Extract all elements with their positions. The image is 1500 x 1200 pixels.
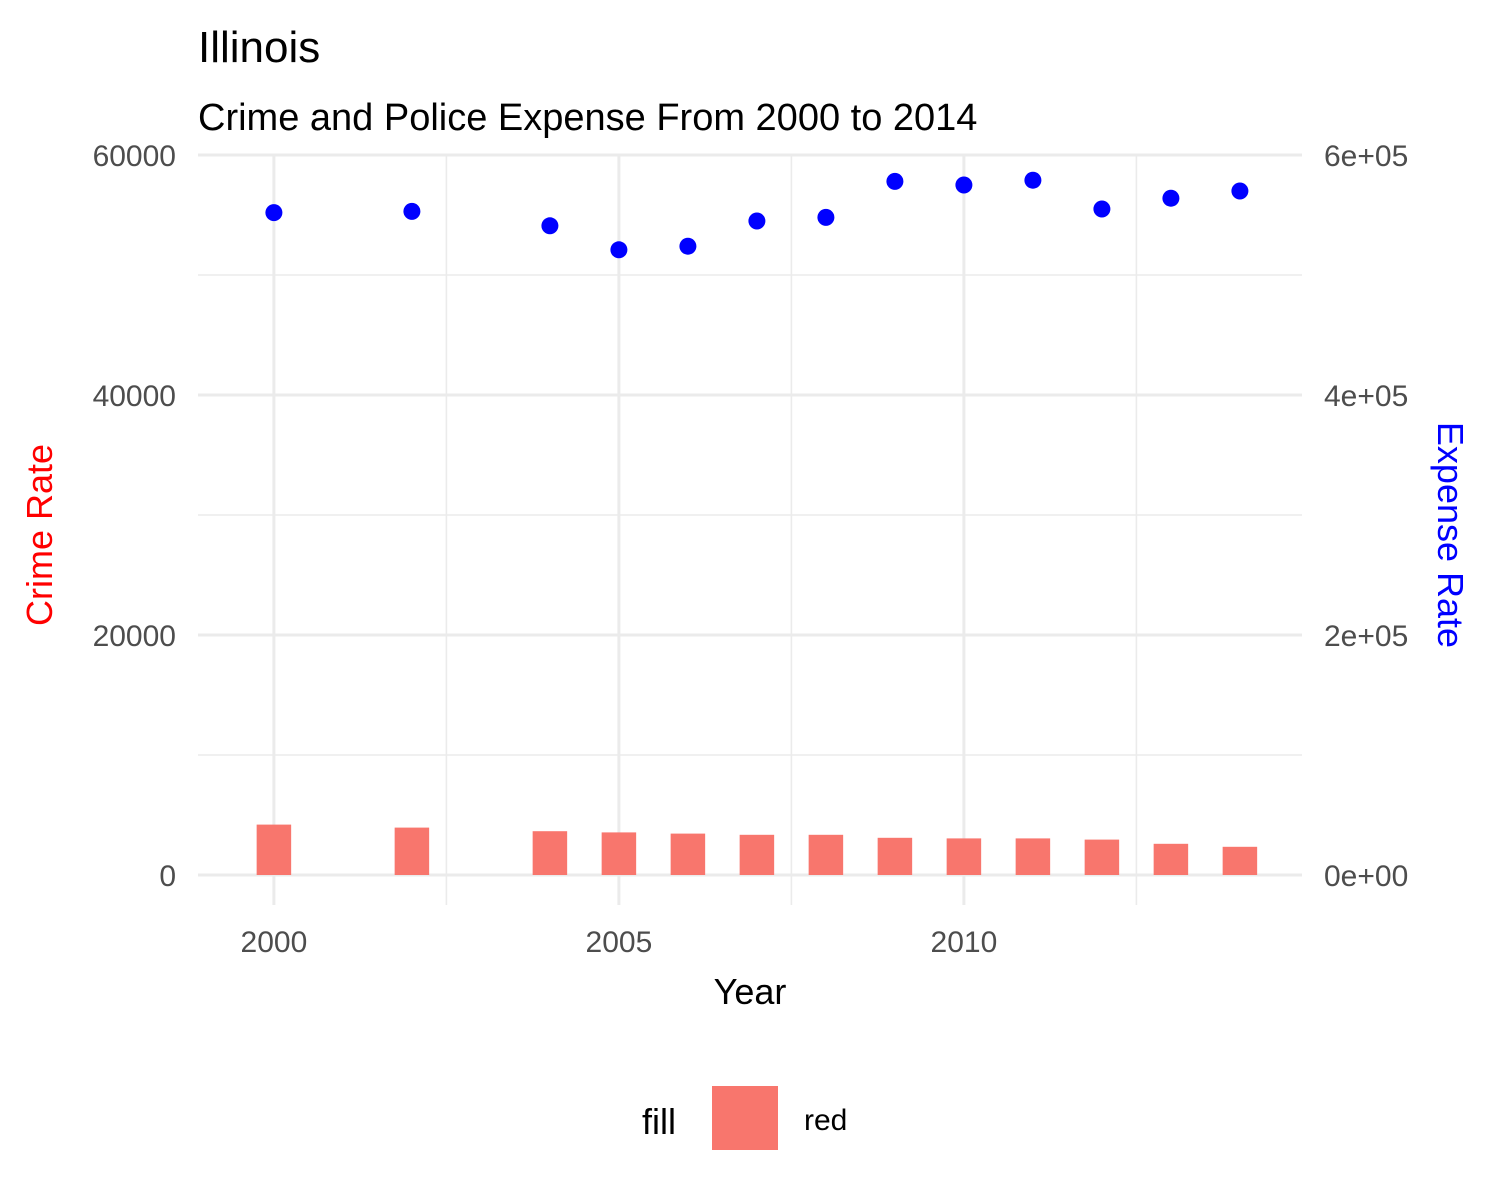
y-tick-label: 0 xyxy=(159,860,176,893)
legend-title: fill xyxy=(642,1101,676,1142)
point-2010 xyxy=(955,176,973,194)
bar-2012 xyxy=(1084,839,1120,875)
bar-2010 xyxy=(946,838,982,875)
y-axis-right-title: Expense Rate xyxy=(1430,422,1471,648)
y-axis-left-title: Crime Rate xyxy=(19,444,60,626)
point-2013 xyxy=(1162,189,1180,207)
y2-tick-label: 6e+05 xyxy=(1324,140,1408,173)
point-2011 xyxy=(1024,171,1042,189)
y2-tick-label: 2e+05 xyxy=(1324,620,1408,653)
y2-tick-label: 0e+00 xyxy=(1324,860,1408,893)
bar-2002 xyxy=(394,827,430,875)
grid-lines xyxy=(198,153,1302,905)
bar-series xyxy=(256,824,1258,875)
y2-tick-label: 4e+05 xyxy=(1324,380,1408,413)
y-axis-left-ticks: 0 20000 40000 60000 xyxy=(93,140,176,893)
chart-title: Illinois xyxy=(198,23,320,72)
point-2000 xyxy=(265,204,283,222)
chart-subtitle: Crime and Police Expense From 2000 to 20… xyxy=(198,97,977,139)
point-2005 xyxy=(610,241,628,259)
bar-2008 xyxy=(808,834,844,875)
x-tick-label: 2005 xyxy=(586,926,653,959)
x-axis-title: Year xyxy=(714,971,787,1012)
point-2012 xyxy=(1093,200,1111,218)
legend-label-red: red xyxy=(804,1104,847,1137)
point-series xyxy=(265,171,1249,259)
point-2008 xyxy=(817,208,835,226)
bar-2005 xyxy=(601,832,637,875)
y-axis-right-ticks: 0e+00 2e+05 4e+05 6e+05 xyxy=(1324,140,1408,893)
bar-2004 xyxy=(532,831,568,875)
bar-2007 xyxy=(739,834,775,875)
point-2004 xyxy=(541,217,559,235)
bar-2000 xyxy=(256,824,292,875)
x-tick-label: 2010 xyxy=(931,926,998,959)
bar-2013 xyxy=(1153,843,1189,875)
y-tick-label: 20000 xyxy=(93,620,176,653)
y-tick-label: 60000 xyxy=(93,140,176,173)
point-2006 xyxy=(679,237,697,255)
point-2009 xyxy=(886,172,904,190)
bar-2009 xyxy=(877,837,913,875)
bar-2006 xyxy=(670,833,706,875)
y-tick-label: 40000 xyxy=(93,380,176,413)
legend-key-red xyxy=(712,1086,778,1150)
x-tick-label: 2000 xyxy=(241,926,308,959)
bar-2014 xyxy=(1222,846,1258,875)
bar-2011 xyxy=(1015,838,1051,875)
point-2007 xyxy=(748,212,766,230)
point-2014 xyxy=(1231,182,1249,200)
legend: fill red xyxy=(642,1086,847,1150)
point-2002 xyxy=(403,202,421,220)
x-axis-ticks: 2000 2005 2010 xyxy=(241,926,998,959)
